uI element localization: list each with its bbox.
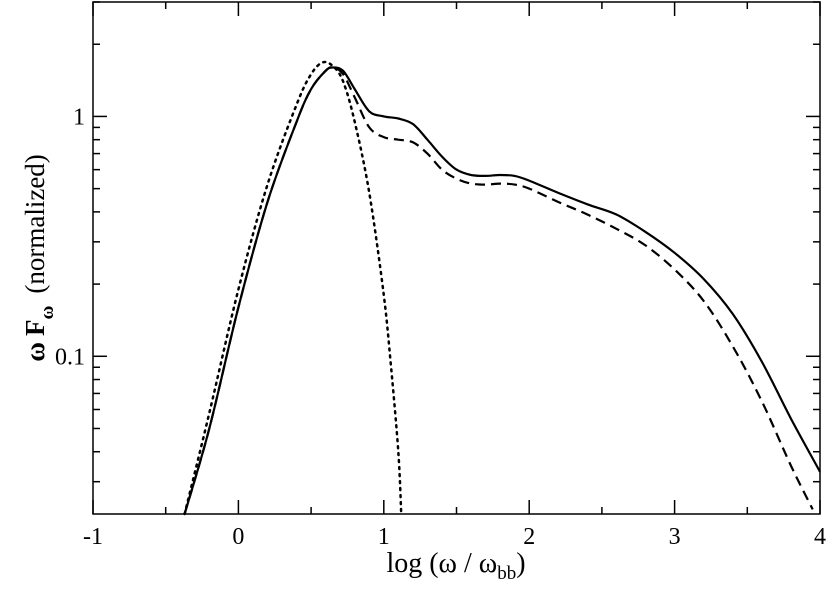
x-tick-label: 0	[232, 524, 244, 550]
plot-frame	[92, 1, 821, 515]
y-axis-title: ωFω(normalized)	[20, 154, 58, 362]
series-line-solid	[183, 66, 821, 515]
series-lines	[183, 60, 821, 516]
x-tick-label: -1	[83, 524, 103, 550]
y-tick-label: 0.1	[55, 344, 85, 370]
x-tick-label: 4	[814, 524, 826, 550]
x-tick-label: 1	[378, 524, 390, 550]
series-line-dashed	[183, 66, 814, 515]
x-tick-label: 2	[523, 524, 535, 550]
axis-tick-labels: -1 0 1 2 3 4 0.1 1	[55, 104, 826, 550]
x-tick-label: 3	[669, 524, 681, 550]
series-line-dotted	[183, 60, 403, 516]
x-axis-title: log (ω / ωbb)	[386, 548, 525, 584]
axis-ticks	[92, 1, 821, 514]
y-tick-label: 1	[73, 104, 85, 130]
